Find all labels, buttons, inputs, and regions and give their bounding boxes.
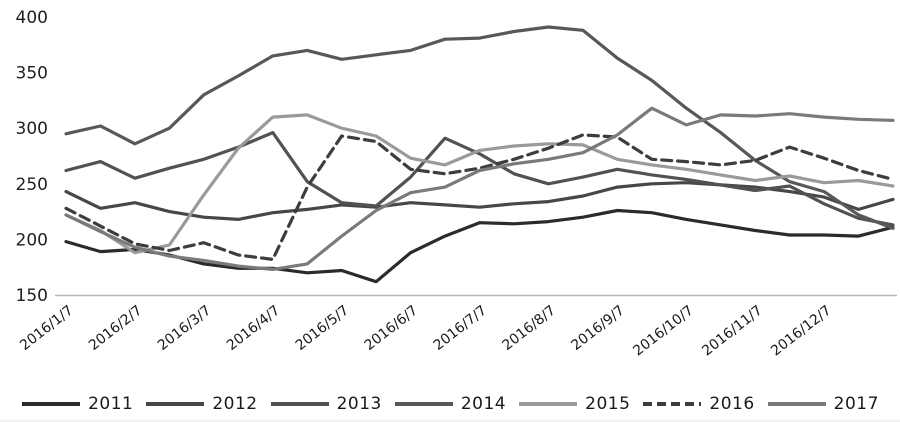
legend-item-2012: 2012 [145, 394, 257, 414]
legend-label: 2011 [88, 394, 134, 414]
legend-label: 2016 [709, 394, 755, 414]
x-axis-label: 2016/9/7 [568, 303, 627, 354]
series-line-2013 [64, 131, 895, 227]
x-axis-label: 2016/1/7 [17, 303, 76, 354]
x-axis-label: 2016/6/7 [362, 303, 421, 354]
legend-swatch-2014 [394, 402, 453, 406]
legend-item-2016: 2016 [642, 394, 754, 414]
legend-item-2017: 2017 [767, 394, 879, 414]
x-axis-label: 2016/12/7 [768, 303, 834, 360]
legend-item-2015: 2015 [518, 394, 630, 414]
x-axis-label: 2016/5/7 [293, 303, 352, 354]
legend-label: 2013 [336, 394, 382, 414]
legend-label: 2017 [833, 394, 879, 414]
legend-swatch-2016 [643, 402, 702, 406]
legend-item-2014: 2014 [394, 394, 506, 414]
legend-swatch-2012 [146, 402, 205, 406]
y-axis-label: 350 [16, 64, 48, 84]
legend-label: 2015 [585, 394, 631, 414]
series-line-2011 [64, 208, 895, 284]
y-axis-label: 250 [16, 175, 48, 195]
series-line-2016 [64, 133, 895, 261]
x-axis-label: 2016/10/7 [630, 303, 696, 360]
y-axis-label: 400 [16, 8, 48, 28]
x-axis-label: 2016/11/7 [699, 303, 765, 360]
x-axis-label: 2016/7/7 [431, 303, 490, 354]
series-line-2015 [64, 113, 895, 255]
legend-swatch-2013 [270, 402, 329, 406]
x-axis-label: 2016/8/7 [499, 303, 558, 354]
legend-label: 2014 [460, 394, 507, 414]
y-axis-label: 200 [16, 230, 48, 250]
series-line-2012 [64, 181, 895, 221]
legend-label: 2012 [212, 394, 258, 414]
legend-item-2013: 2013 [270, 394, 382, 414]
x-axis-label: 2016/2/7 [86, 303, 145, 354]
series-line-2017 [64, 106, 895, 271]
legend-swatch-2017 [767, 402, 826, 406]
series-line-2014 [64, 25, 895, 230]
x-axis-label: 2016/3/7 [155, 303, 214, 354]
legend-swatch-2011 [22, 402, 81, 406]
x-axis-label: 2016/4/7 [224, 303, 283, 354]
chart-legend: 2011 2012 2013 2014 2015 2016 2017 [0, 394, 900, 414]
y-axis-label: 150 [16, 286, 48, 306]
legend-swatch-2015 [519, 402, 578, 406]
y-axis-label: 300 [16, 119, 48, 139]
legend-item-2011: 2011 [21, 394, 133, 414]
